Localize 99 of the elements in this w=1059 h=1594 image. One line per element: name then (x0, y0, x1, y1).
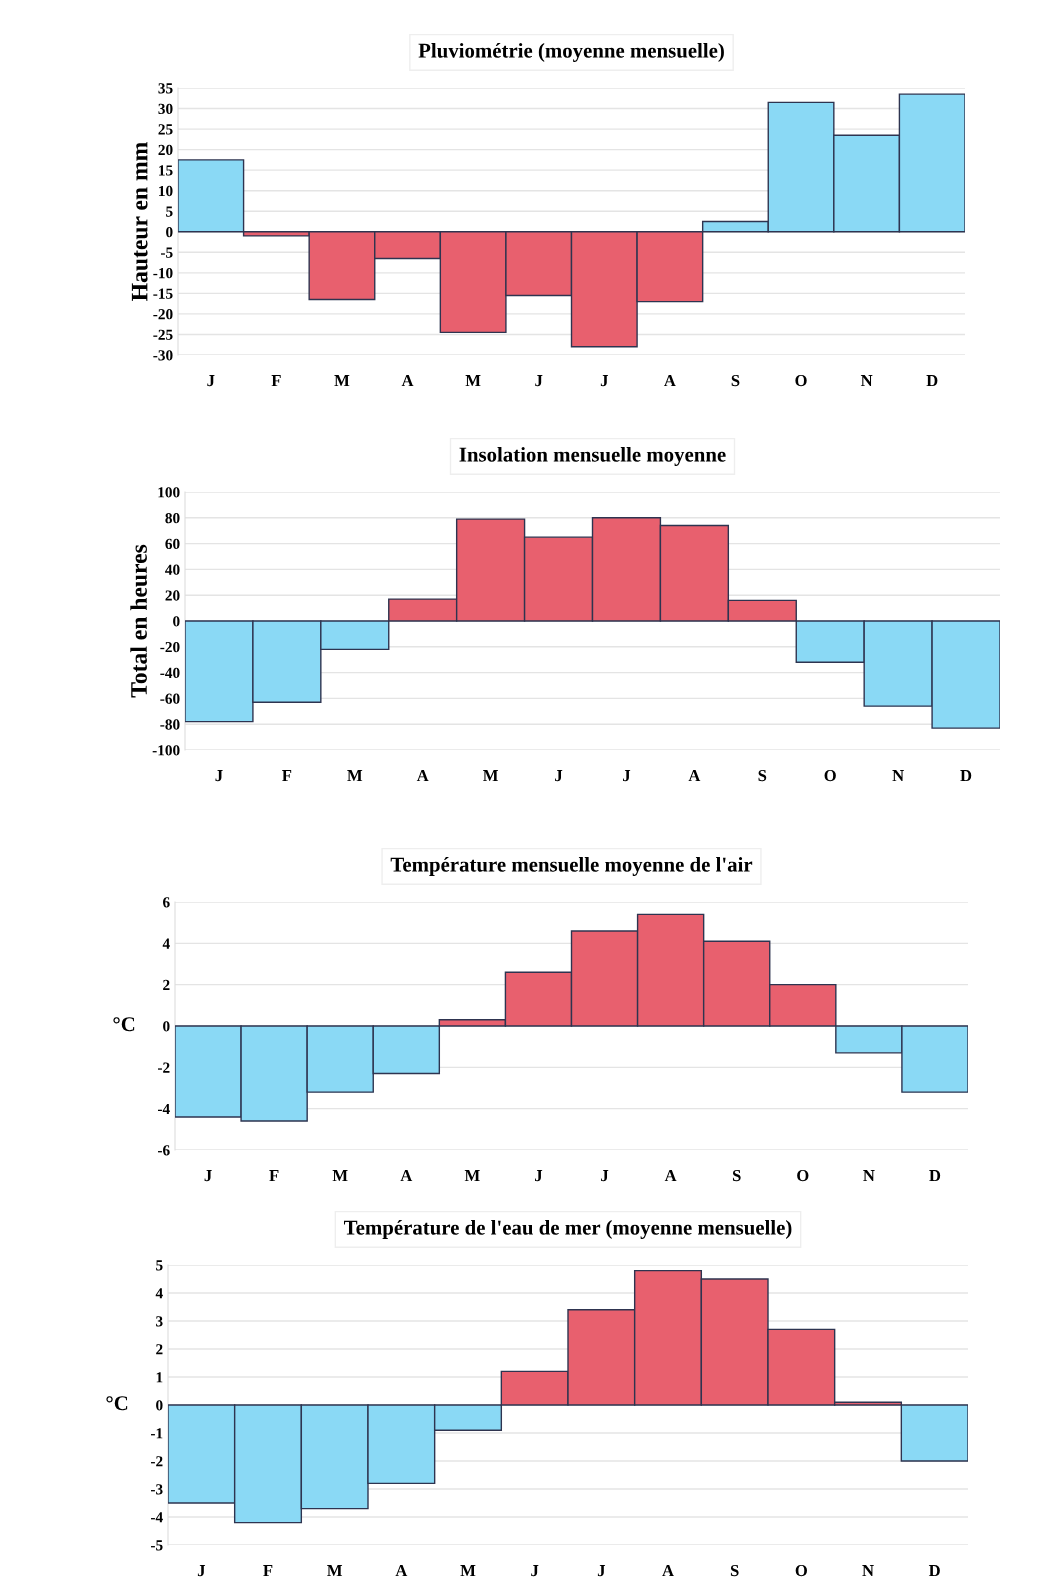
y-tick-label: -6 (157, 1145, 170, 1156)
y-tick-label: 60 (165, 538, 180, 550)
chart-title: Insolation mensuelle moyenne (459, 446, 726, 466)
y-tick-label: -5 (150, 1540, 163, 1551)
x-tick-label: F (282, 770, 292, 782)
y-tick-label: -80 (160, 719, 180, 730)
y-tick-label: 40 (165, 564, 180, 575)
x-tick-label: N (862, 1565, 874, 1577)
x-tick-label: J (197, 1565, 206, 1577)
x-tick-label: J (535, 375, 543, 387)
y-tick-label: 15 (159, 165, 173, 176)
y-tick-label: 1 (156, 1372, 163, 1383)
x-tick-label: O (824, 769, 836, 782)
x-tick-label: A (664, 375, 676, 387)
x-tick-label: J (600, 375, 608, 387)
x-tick-label: O (795, 374, 807, 387)
y-tick-label: 30 (158, 103, 173, 114)
y-tick-label: 35 (158, 83, 173, 94)
y-axis-title: Total en heures (130, 544, 147, 698)
y-tick-label: 0 (173, 616, 180, 627)
x-tick-label: S (730, 1564, 739, 1577)
y-tick-label: -40 (160, 667, 180, 679)
y-tick-label: -100 (152, 745, 180, 756)
x-tick-label: N (892, 770, 904, 782)
y-tick-label: -10 (153, 267, 173, 279)
y-tick-label: 100 (158, 487, 180, 498)
y-tick-label: -20 (153, 309, 173, 320)
y-tick-label: 0 (156, 1400, 163, 1411)
y-tick-label: 0 (166, 226, 173, 238)
x-tick-label: J (601, 1170, 609, 1182)
chart-title: Température mensuelle moyenne de l'air (390, 856, 753, 876)
y-tick-label: -20 (160, 641, 180, 653)
x-tick-label: D (928, 1565, 940, 1577)
y-tick-label: 25 (158, 124, 173, 135)
y-tick-label: 2 (156, 1344, 163, 1355)
y-tick-label: -5 (160, 247, 173, 258)
x-tick-label: N (860, 375, 873, 387)
y-tick-label: 4 (162, 938, 170, 949)
x-tick-label: S (758, 769, 767, 782)
x-tick-label: J (531, 1565, 539, 1577)
x-tick-label: S (732, 1169, 741, 1182)
x-tick-label: J (597, 1565, 606, 1577)
y-tick-label: 5 (156, 1260, 163, 1271)
y-tick-label: -1 (150, 1428, 163, 1439)
x-tick-label: M (465, 375, 481, 387)
x-tick-label: J (215, 770, 223, 782)
x-tick-label: O (797, 1169, 809, 1182)
y-tick-label: -60 (160, 693, 180, 704)
y-tick-label: -2 (150, 1456, 163, 1467)
x-tick-label: A (395, 1565, 408, 1577)
y-axis-title: °C (106, 1396, 128, 1411)
x-tick-label: M (332, 1170, 348, 1182)
x-tick-label: S (731, 374, 740, 387)
x-tick-label: J (623, 770, 631, 782)
y-tick-label: -15 (153, 288, 173, 299)
chart-title: Pluviométrie (moyenne mensuelle) (418, 42, 724, 62)
x-tick-label: O (795, 1564, 807, 1577)
y-tick-label: 2 (163, 979, 170, 990)
y-tick-label: 3 (156, 1316, 163, 1327)
x-tick-label: F (271, 375, 281, 387)
x-tick-label: A (664, 1170, 677, 1182)
x-tick-label: J (555, 770, 563, 782)
y-tick-label: 4 (155, 1288, 163, 1299)
y-tick-label: 0 (163, 1021, 170, 1032)
y-tick-label: -30 (153, 350, 173, 361)
y-tick-label: 6 (163, 897, 170, 908)
y-tick-label: 20 (165, 590, 180, 601)
x-tick-label: A (688, 770, 701, 782)
x-tick-label: M (464, 1170, 480, 1182)
x-tick-label: D (926, 375, 938, 387)
y-tick-label: 10 (159, 185, 173, 197)
x-tick-label: A (416, 770, 429, 782)
x-tick-label: M (327, 1565, 343, 1577)
y-axis-title: Hauteur en mm (131, 142, 148, 301)
x-tick-label: F (269, 1170, 279, 1182)
x-tick-label: D (960, 770, 972, 782)
y-tick-label: 5 (166, 206, 173, 217)
x-tick-label: J (535, 1170, 543, 1182)
y-tick-label: -4 (157, 1103, 170, 1114)
x-tick-label: M (483, 770, 499, 782)
x-tick-label: A (662, 1565, 674, 1577)
y-tick-label: -2 (157, 1062, 170, 1073)
x-tick-label: J (207, 375, 215, 387)
y-tick-label: -25 (153, 329, 173, 340)
x-tick-label: M (334, 375, 350, 387)
y-tick-label: 80 (165, 512, 180, 524)
x-tick-label: M (460, 1565, 476, 1577)
y-tick-label: -3 (150, 1484, 163, 1495)
x-tick-label: M (347, 770, 363, 782)
y-tick-label: -4 (150, 1512, 163, 1523)
y-axis-title: °C (113, 1017, 135, 1032)
x-tick-label: F (263, 1565, 273, 1577)
chart-title: Température de l'eau de mer (moyenne mensuelle) (344, 1219, 792, 1239)
y-tick-label: 20 (158, 144, 173, 156)
x-tick-label: A (400, 1170, 413, 1182)
x-tick-label: D (929, 1170, 941, 1182)
x-tick-label: J (204, 1170, 212, 1182)
x-tick-label: N (863, 1170, 875, 1182)
x-tick-label: A (401, 375, 414, 387)
